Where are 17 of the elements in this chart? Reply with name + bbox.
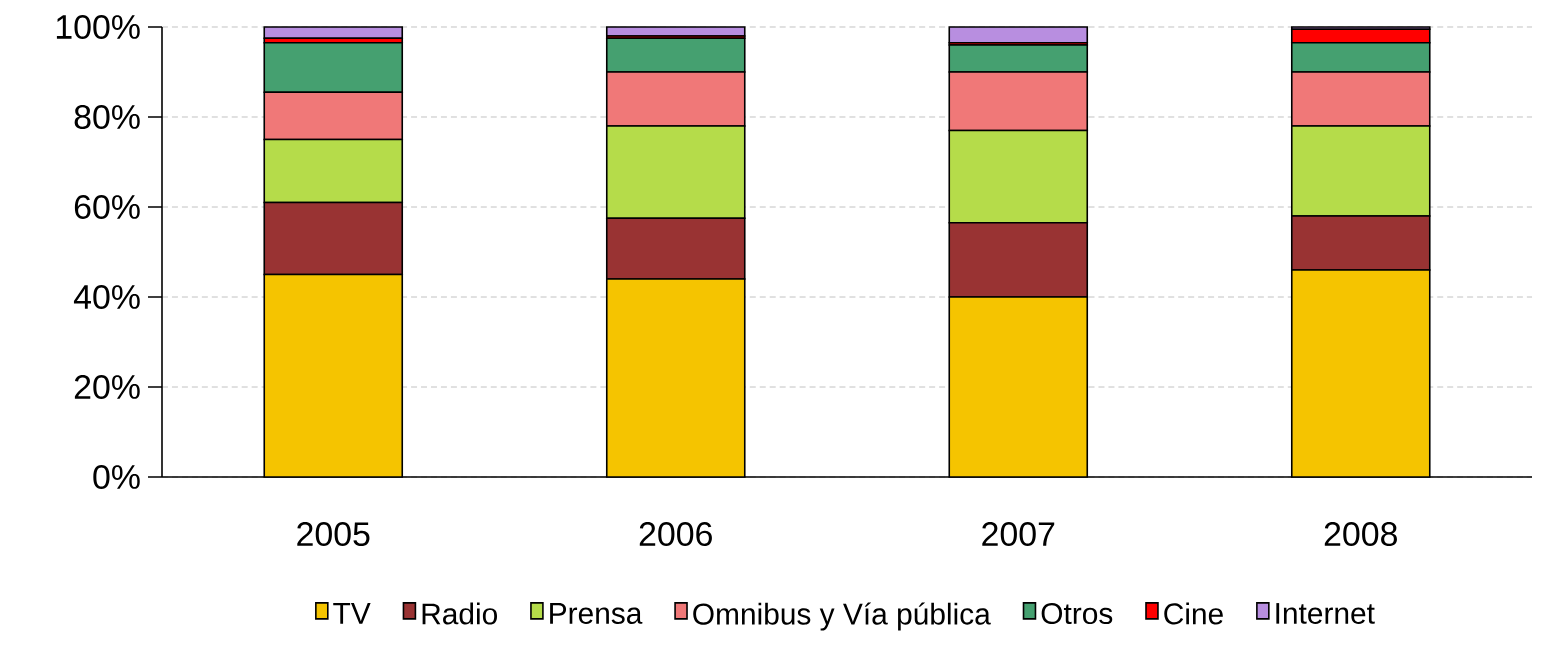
y-tick-label: 40%	[73, 285, 140, 309]
y-tick-label: 100%	[56, 15, 140, 39]
legend-label: Internet	[1276, 603, 1375, 624]
legend-label: Cine	[1164, 602, 1223, 625]
legend-label: Otros	[1041, 602, 1113, 625]
y-tick-label: 60%	[74, 195, 140, 219]
legend-label: Omnibus y Vía pública	[693, 602, 991, 631]
y-tick-label: 20%	[74, 375, 140, 399]
y-tick-label: 0%	[93, 465, 140, 489]
y-tick-label: 80%	[74, 105, 140, 129]
x-tick-label: 2005	[297, 522, 370, 547]
x-tick-label: 2007	[982, 522, 1055, 547]
legend-label: Radio	[422, 602, 498, 625]
legend-label: TV	[333, 603, 371, 624]
x-tick-label: 2006	[639, 522, 712, 547]
x-tick-label: 2008	[1324, 522, 1397, 547]
legend-label: Prensa	[550, 603, 643, 624]
